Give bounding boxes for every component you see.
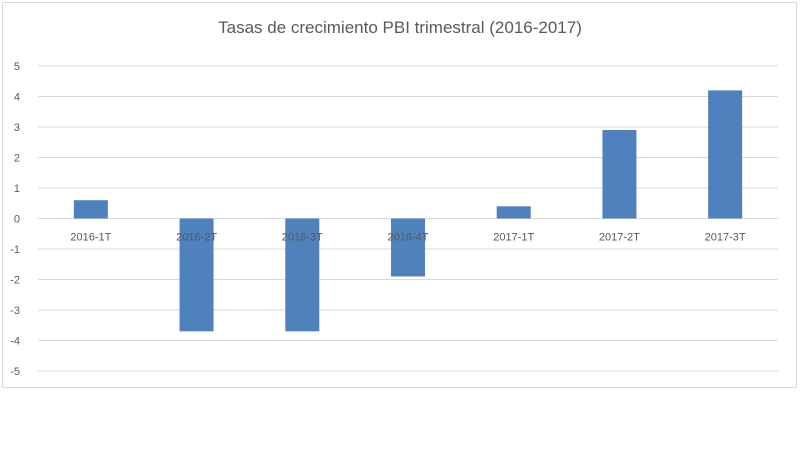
bar-2016-2T (179, 218, 214, 332)
y-tick-label: 1 (14, 183, 20, 195)
y-tick-label: 4 (14, 92, 20, 104)
bar-2017-3T (708, 90, 743, 219)
y-tick-label: 3 (14, 122, 20, 134)
bar-2016-4T (391, 218, 425, 277)
y-tick-label: 5 (14, 61, 20, 73)
bars (73, 90, 743, 332)
bar-2017-2T (602, 130, 637, 219)
category-label: 2017-3T (705, 232, 746, 244)
bar-2016-3T (285, 218, 320, 332)
category-label: 2016-3T (282, 232, 323, 244)
category-label: 2016-1T (70, 232, 111, 244)
category-label: 2017-1T (493, 232, 534, 244)
y-tick-label: 0 (14, 214, 20, 226)
bar-2016-1T (73, 200, 108, 219)
category-label: 2016-4T (388, 232, 429, 244)
bar-2017-1T (496, 206, 531, 219)
y-tick-label: -3 (10, 305, 20, 317)
category-labels: 2016-1T 2016-2T 2016-3T 2016-4T 2017-1T 2017-… (70, 232, 746, 244)
y-tick-label: -1 (10, 244, 20, 256)
y-tick-label: 2 (14, 153, 20, 165)
y-tick-label: -5 (10, 366, 20, 378)
chart-title: Tasas de crecimiento PBI trimestral (201… (218, 18, 582, 37)
y-tick-label: -4 (10, 336, 20, 348)
category-label: 2016-2T (176, 232, 217, 244)
y-tick-label: -2 (10, 275, 20, 287)
y-axis-ticks: 5 4 3 2 1 0 -1 -2 -3 -4 -5 (10, 61, 20, 378)
category-label: 2017-2T (599, 232, 640, 244)
